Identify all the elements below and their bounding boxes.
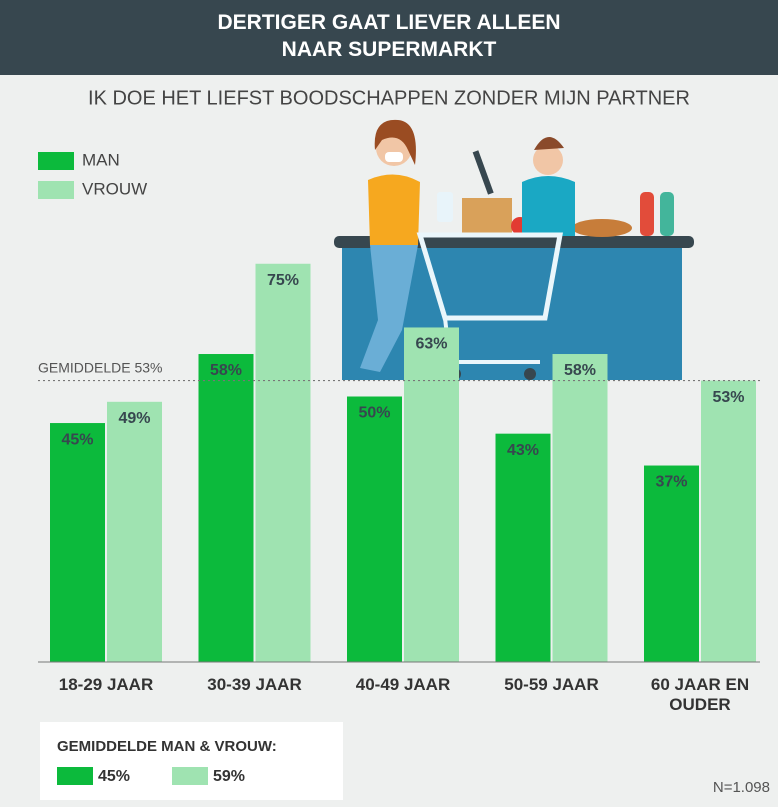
x-tick-label: 60 JAAR EN OUDER bbox=[650, 675, 750, 714]
value-label: 58% bbox=[210, 362, 242, 379]
bar bbox=[347, 396, 402, 662]
illustration bbox=[334, 119, 694, 380]
x-tick-label: 30-39 JAAR bbox=[207, 675, 302, 694]
note: N=1.098 bbox=[713, 779, 770, 796]
bar bbox=[107, 401, 162, 662]
bar bbox=[495, 433, 551, 662]
legend-label: VROUW bbox=[82, 179, 147, 198]
value-label: 43% bbox=[507, 442, 539, 459]
x-tick-label: 50-59 JAAR bbox=[504, 675, 599, 694]
value-label: 37% bbox=[655, 474, 687, 491]
value-label: 49% bbox=[118, 410, 150, 427]
bar bbox=[255, 263, 311, 662]
legend-label: MAN bbox=[82, 150, 120, 169]
value-label: 58% bbox=[564, 362, 596, 379]
value-label: 53% bbox=[712, 389, 744, 406]
chart-subtitle: IK DOE HET LIEFST BOODSCHAPPEN ZONDER MI… bbox=[88, 87, 690, 109]
x-tick-label: 40-49 JAAR bbox=[355, 675, 451, 694]
summary-title: GEMIDDELDE MAN & VROUW: bbox=[57, 738, 277, 755]
value-label: 75% bbox=[267, 272, 299, 289]
bar bbox=[644, 465, 699, 662]
chart-title: DERTIGER GAAT LIEVER ALLEEN NAAR SUPERMA… bbox=[217, 11, 561, 61]
value-label: 63% bbox=[415, 336, 447, 353]
bar bbox=[701, 380, 756, 662]
value-label: 45% bbox=[61, 431, 93, 448]
legend-swatch bbox=[38, 181, 74, 199]
bar bbox=[404, 327, 459, 662]
bar bbox=[198, 354, 254, 662]
summary-swatch bbox=[172, 767, 208, 785]
header bbox=[0, 0, 778, 75]
summary-value: 59% bbox=[213, 768, 245, 785]
bar bbox=[50, 423, 105, 662]
x-tick-label: 18-29 JAAR bbox=[58, 675, 154, 694]
summary-box bbox=[40, 722, 343, 800]
summary-swatch bbox=[57, 767, 93, 785]
value-label: 50% bbox=[358, 405, 390, 422]
bar bbox=[552, 354, 608, 662]
summary-value: 45% bbox=[98, 768, 130, 785]
average-label: GEMIDDELDE 53% bbox=[38, 359, 162, 375]
legend-swatch bbox=[38, 152, 74, 170]
